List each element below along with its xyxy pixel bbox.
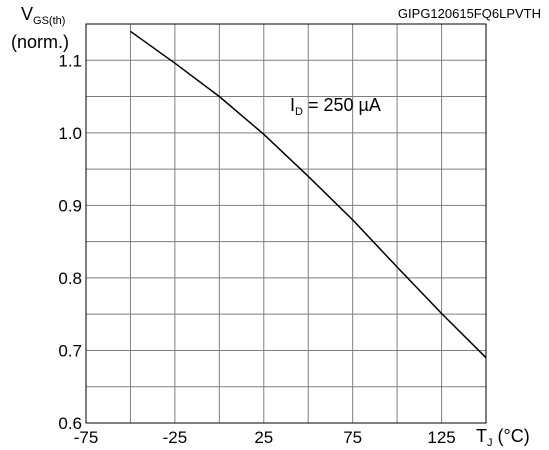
y-tick-label: 0.7 [58,341,82,360]
plot-frame [85,23,487,424]
x-axis-unit: (°C) [493,426,530,446]
annotation-value: = 250 µA [303,95,381,115]
y-axis-label: VGS(th) [21,4,65,27]
tick-labels: -75 -25 25 75 125 0.6 0.7 0.8 0.9 1.0 1.1 [58,51,455,447]
grid-lines [86,24,486,423]
x-axis-label: TJ (°C) [476,426,530,449]
y-axis-unit: (norm.) [11,32,69,52]
y-axis-label-main: V [21,4,33,24]
y-axis-label-subscript: GS(th) [33,15,65,27]
x-tick-label: 75 [343,428,362,447]
annotation-main: I [290,95,295,115]
figure-code-label: GIPG120615FQ6LPVTH [398,6,541,21]
x-tick-label: -75 [74,428,99,447]
current-annotation: ID = 250 µA [290,95,381,118]
x-axis-label-subscript: J [487,437,493,449]
x-axis-label-main: T [476,426,487,446]
annotation-subscript: D [295,106,303,118]
series-layer [129,30,487,359]
x-tick-label: 125 [427,428,455,447]
series-line [129,30,487,359]
y-tick-label: 1.0 [58,124,82,143]
y-tick-label: 0.8 [58,269,82,288]
x-tick-label: -25 [163,428,188,447]
y-tick-label: 1.1 [58,51,82,70]
y-tick-label: 0.6 [58,414,82,433]
x-tick-label: 25 [254,428,273,447]
y-tick-label: 0.9 [58,196,82,215]
